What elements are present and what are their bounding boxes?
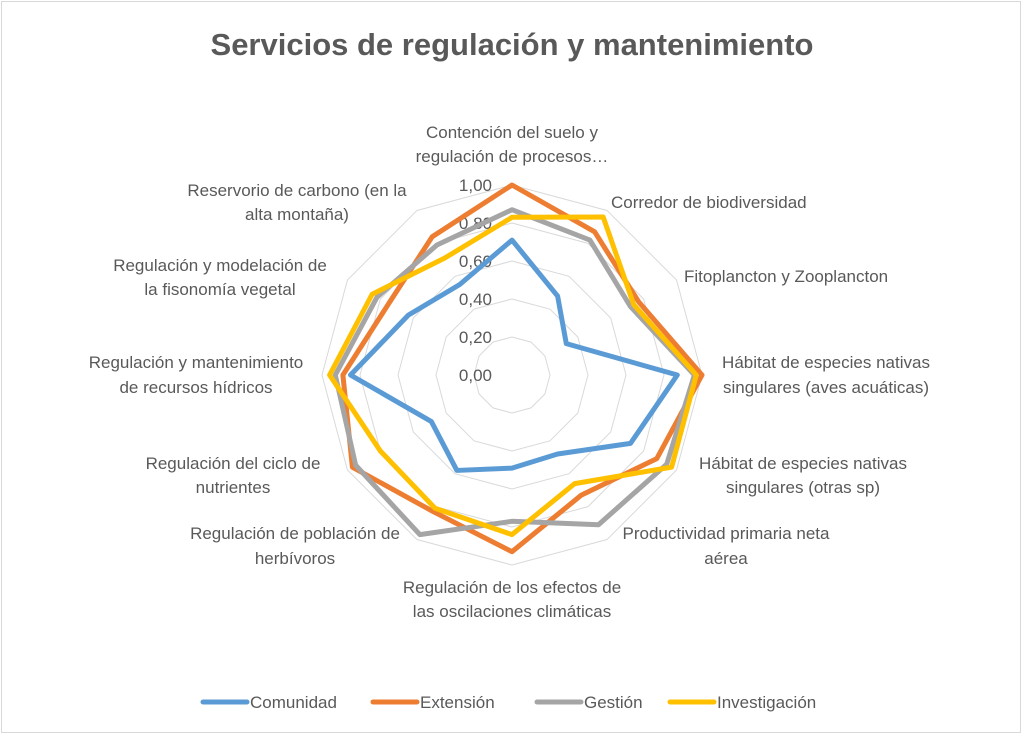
axis-labels: Contención del suelo y regulación de proc… [89, 123, 930, 621]
legend-item[interactable]: Comunidad [200, 693, 337, 712]
axis-label: Reservorio de carbono (en la [187, 181, 407, 200]
grid-ring [435, 298, 589, 452]
tick-label: 1,00 [459, 176, 492, 195]
axis-label: las oscilaciones climáticas [413, 602, 611, 621]
tick-label: 0,20 [459, 328, 492, 347]
axis-label: nutrientes [196, 478, 271, 497]
axis-label: Regulación y mantenimiento [89, 353, 304, 372]
axis-label: Hábitat de especies nativas [699, 454, 907, 473]
axis-label: Regulación de población de [190, 524, 400, 543]
axis-label: aérea [704, 549, 748, 568]
series-lines [327, 182, 705, 555]
tick-label: 0,40 [459, 290, 492, 309]
grid [321, 184, 703, 566]
legend-item[interactable]: Extensión [370, 693, 495, 712]
axis-label: Regulación y modelación de [113, 256, 327, 275]
legend-label: Investigación [717, 693, 816, 712]
legend[interactable]: Comunidad Extensión Gestión Investigación [200, 693, 816, 712]
axis-label: Productividad primaria neta [623, 524, 830, 543]
series-line-comunidad [348, 237, 680, 473]
legend-item[interactable]: Investigación [667, 693, 816, 712]
grid-ring [473, 336, 551, 414]
axis-label: regulación de procesos… [416, 147, 609, 166]
legend-label: Extensión [420, 693, 495, 712]
series-line-gestión [332, 207, 697, 538]
axis-label: Contención del suelo y [426, 123, 599, 142]
grid-ring [397, 260, 627, 490]
axis-label: Fitoplancton y Zooplancton [684, 267, 888, 286]
axis-label: alta montaña) [245, 205, 349, 224]
legend-label: Gestión [584, 693, 643, 712]
series-line-investigación [327, 214, 699, 538]
axis-label: la fisonomía vegetal [144, 280, 295, 299]
legend-item[interactable]: Gestión [534, 693, 643, 712]
grid-ring [321, 184, 703, 566]
axis-label: Regulación del ciclo de [146, 454, 321, 473]
legend-label: Comunidad [250, 693, 337, 712]
axis-label: Corredor de biodiversidad [611, 193, 807, 212]
axis-label: Hábitat de especies nativas [722, 353, 930, 372]
axis-label: singulares (aves acuáticas) [723, 378, 929, 397]
axis-label: de recursos hídricos [119, 378, 272, 397]
axis-label: singulares (otras sp) [726, 478, 880, 497]
axis-label: Regulación de los efectos de [403, 578, 621, 597]
series-line-extensión [340, 182, 705, 555]
chart-title: Servicios de regulación y mantenimiento [211, 27, 814, 62]
tick-label: 0,00 [459, 366, 492, 385]
axis-label: herbívoros [255, 549, 335, 568]
grid-ring [359, 222, 665, 528]
